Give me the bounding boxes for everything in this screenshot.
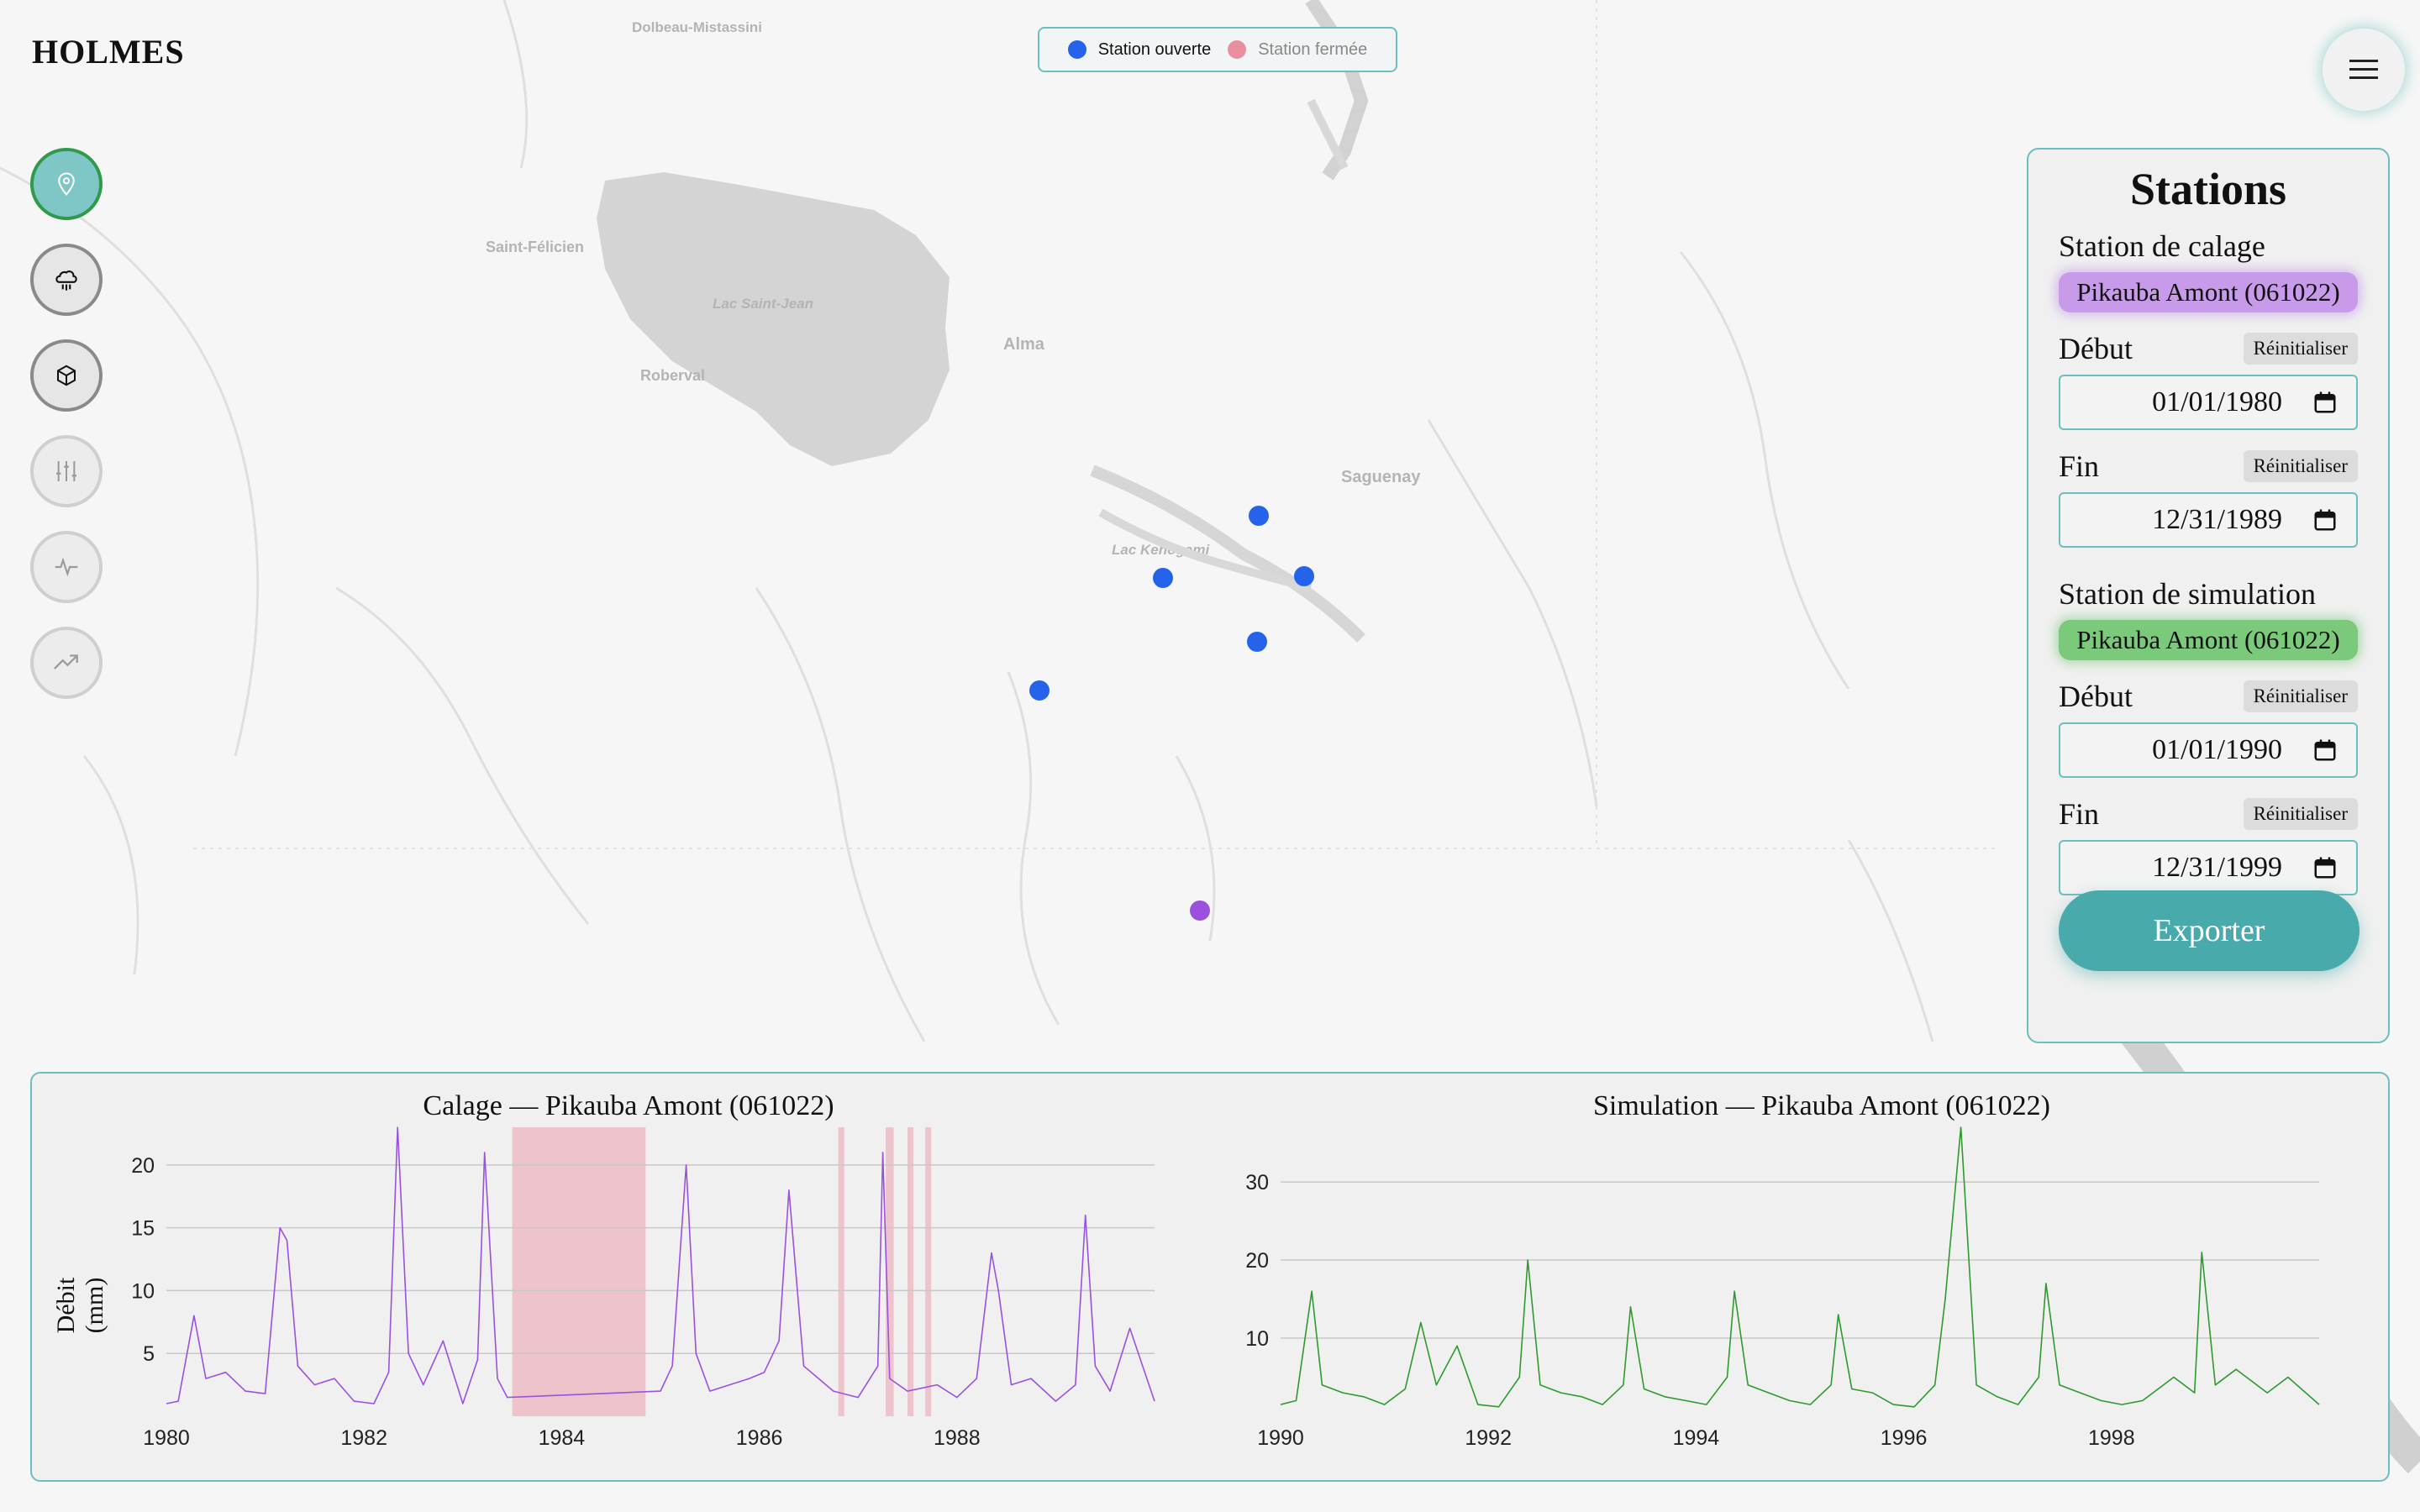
nav-projection-button[interactable] — [30, 627, 103, 699]
station-marker[interactable] — [1190, 900, 1210, 921]
station-marker[interactable] — [1029, 680, 1050, 701]
calibration-end-label: Fin — [2059, 449, 2100, 483]
calendar-icon[interactable] — [2312, 738, 2338, 763]
legend-closed-dot — [1228, 40, 1247, 59]
station-marker[interactable] — [1249, 506, 1269, 526]
app-brand: HOLMES — [32, 33, 185, 71]
y-tick-label: 20 — [1245, 1249, 1269, 1273]
nav-simulation-button[interactable] — [30, 531, 103, 603]
x-tick-label: 1992 — [1465, 1426, 1512, 1450]
x-tick-label: 1990 — [1257, 1426, 1304, 1450]
chart-1: 10 20 30 1990 1992 1994 1996 1998 — [1245, 1126, 2320, 1450]
calibration-chart-title: Calage — Pikauba Amont (061022) — [423, 1090, 834, 1121]
calendar-icon[interactable] — [2312, 390, 2338, 415]
cube-icon — [57, 365, 76, 386]
charts-panel: Calage — Pikauba Amont (061022) Simulati… — [30, 1072, 2390, 1482]
trending-up-icon — [54, 654, 78, 669]
simulation-end-reset-button[interactable]: Réinitialiser — [2243, 798, 2358, 830]
series-line — [1280, 1126, 2320, 1408]
sliders-icon — [56, 461, 76, 481]
calibration-start-row: Début Réinitialiser — [2059, 331, 2358, 366]
simulation-end-row: Fin Réinitialiser — [2059, 796, 2358, 832]
stations-panel: Stations Station de calage Pikauba Amont… — [2027, 148, 2390, 1043]
calibration-end-date-input[interactable]: 12/31/1989 — [2059, 492, 2358, 548]
missing-period — [908, 1127, 914, 1416]
y-tick-label: 15 — [131, 1217, 155, 1241]
activity-icon — [55, 557, 78, 577]
y-axis-label: Débit(mm) — [52, 1277, 108, 1333]
simulation-end-date-input[interactable]: 12/31/1999 — [2059, 840, 2358, 895]
x-tick-label: 1994 — [1673, 1426, 1720, 1450]
x-tick-label: 1980 — [143, 1426, 190, 1450]
x-tick-label: 1986 — [736, 1426, 783, 1450]
legend-open: Station ouverte — [1067, 39, 1212, 60]
nav-meteo-button[interactable] — [30, 244, 103, 316]
lake-saint-jean — [597, 172, 950, 466]
panel-title: Stations — [2129, 164, 2287, 214]
simulation-chart-title: Simulation — Pikauba Amont (061022) — [1593, 1090, 2050, 1121]
x-tick-label: 1984 — [539, 1426, 586, 1450]
menu-button[interactable] — [2323, 29, 2405, 111]
map-label-alma: Alma — [1003, 335, 1045, 354]
y-tick-label: 5 — [143, 1342, 155, 1366]
x-tick-label: 1996 — [1881, 1426, 1928, 1450]
simulation-start-label: Début — [2059, 680, 2133, 713]
simulation-station-label: Station de simulation — [2059, 577, 2316, 611]
y-tick-label: 10 — [1245, 1327, 1269, 1351]
calibration-end-value: 12/31/1989 — [2152, 504, 2282, 535]
export-button[interactable]: Exporter — [2059, 890, 2360, 971]
map-label-roberval: Roberval — [640, 367, 705, 384]
simulation-start-date-input[interactable]: 01/01/1990 — [2059, 722, 2358, 778]
map-label-dolbeau: Dolbeau-Mistassini — [632, 19, 762, 35]
legend-open-label: Station ouverte — [1097, 39, 1212, 59]
station-legend: Station ouverte Station fermée — [1038, 27, 1397, 72]
calibration-start-value: 01/01/1980 — [2152, 386, 2282, 417]
calibration-end-row: Fin Réinitialiser — [2059, 449, 2358, 484]
series-line — [166, 1126, 1155, 1404]
missing-period — [838, 1127, 844, 1416]
x-tick-label: 1988 — [934, 1426, 981, 1450]
calibration-start-date-input[interactable]: 01/01/1980 — [2059, 375, 2358, 430]
hamburger-icon — [2349, 60, 2378, 79]
x-tick-label: 1998 — [2088, 1426, 2135, 1450]
station-marker[interactable] — [1153, 568, 1173, 588]
missing-period — [886, 1127, 894, 1416]
map-pin-icon — [58, 172, 75, 197]
map-label-lac-saint-jean: Lac Saint-Jean — [713, 296, 813, 312]
chart-0: 5 10 15 20 1980 1982 1984 1986 1988 Débit(mm) — [52, 1126, 1155, 1450]
y-tick-label: 30 — [1245, 1171, 1269, 1194]
calibration-start-label: Début — [2059, 332, 2133, 365]
legend-open-dot — [1067, 40, 1086, 59]
simulation-end-label: Fin — [2059, 797, 2100, 831]
y-tick-label: 10 — [131, 1279, 155, 1303]
rain-cloud-icon — [55, 270, 77, 291]
nav-calibration-button[interactable] — [30, 435, 103, 507]
missing-period — [925, 1127, 932, 1416]
simulation-start-row: Début Réinitialiser — [2059, 679, 2358, 714]
calibration-start-reset-button[interactable]: Réinitialiser — [2243, 333, 2358, 365]
calendar-icon[interactable] — [2312, 855, 2338, 880]
calibration-station-label: Station de calage — [2059, 229, 2265, 263]
station-marker[interactable] — [1294, 566, 1314, 586]
missing-period — [512, 1127, 646, 1416]
calendar-icon[interactable] — [2312, 507, 2338, 533]
legend-closed: Station fermée — [1228, 40, 1367, 60]
station-marker[interactable] — [1247, 632, 1267, 652]
map-label-saguenay: Saguenay — [1341, 468, 1421, 486]
legend-closed-label: Station fermée — [1258, 39, 1368, 59]
map-label-saint-felicien: Saint-Félicien — [486, 239, 584, 255]
charts-svg: 5 10 15 20 1980 1982 1984 1986 1988 Débit(mm) 10 20… — [52, 1126, 2320, 1450]
calibration-end-reset-button[interactable]: Réinitialiser — [2243, 450, 2358, 482]
calibration-station-chip[interactable]: Pikauba Amont (061022) — [2059, 272, 2358, 312]
simulation-start-value: 01/01/1990 — [2152, 734, 2282, 765]
nav-stations-button[interactable] — [30, 148, 103, 220]
simulation-end-value: 12/31/1999 — [2152, 852, 2282, 883]
y-tick-label: 20 — [131, 1154, 155, 1178]
simulation-start-reset-button[interactable]: Réinitialiser — [2243, 680, 2358, 712]
simulation-station-chip[interactable]: Pikauba Amont (061022) — [2059, 620, 2358, 660]
nav-model-button[interactable] — [30, 339, 103, 412]
x-tick-label: 1982 — [340, 1426, 387, 1450]
